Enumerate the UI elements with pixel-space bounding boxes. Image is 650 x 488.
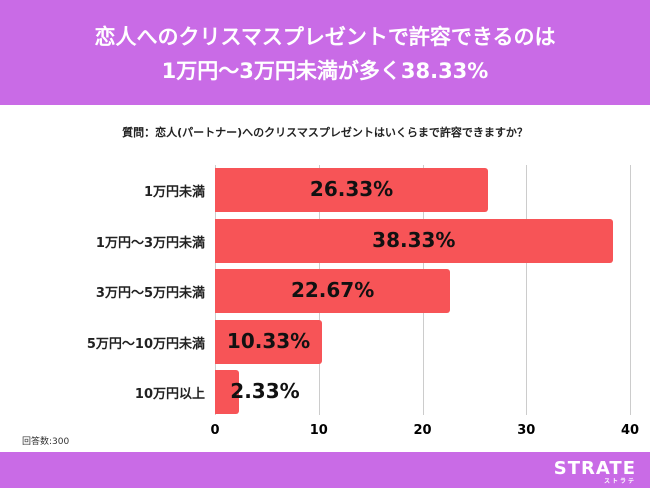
category-label: 10万円以上 [134,387,205,402]
bar [215,218,613,263]
data-label: 10.33% [226,328,311,353]
x-tick-label: 10 [309,423,328,438]
title-line-1: 恋人へのクリスマスプレゼントで許容できるのは [94,25,556,49]
x-tick-label: 0 [210,423,220,438]
bar [215,370,240,414]
data-label: 2.33% [230,379,300,403]
x-tick-label: 30 [517,423,536,438]
strate-logo: STRATE ストラテ [553,458,636,485]
data-label: 38.33% [372,227,456,252]
respondent-count: 回答数:300 [22,437,70,447]
bar [215,168,489,212]
category-label: 5万円〜10万円未満 [86,336,205,352]
category-label: 1万円未満 [143,185,205,200]
gridline [630,165,631,415]
category-label: 1万円〜3万円未満 [95,235,205,251]
x-tick-label: 40 [620,423,640,438]
bar [215,269,451,313]
data-label: 26.33% [309,177,394,201]
title-line-2: 1万円〜3万円未満が多く38.33% [161,59,489,83]
question-text: 質問：恋人(パートナー)へのクリスマスプレゼントはいくらまで許容できますか？ [122,126,528,139]
x-tick-label: 20 [413,423,432,438]
footer-banner: STRATE ストラテ [0,452,650,488]
bar [215,319,323,364]
header-banner: 恋人へのクリスマスプレゼントで許容できるのは 1万円〜3万円未満が多く38.33… [0,0,650,105]
data-label: 22.67% [290,278,375,302]
gridline [526,165,528,415]
category-label: 3万円〜5万円未満 [95,286,205,301]
